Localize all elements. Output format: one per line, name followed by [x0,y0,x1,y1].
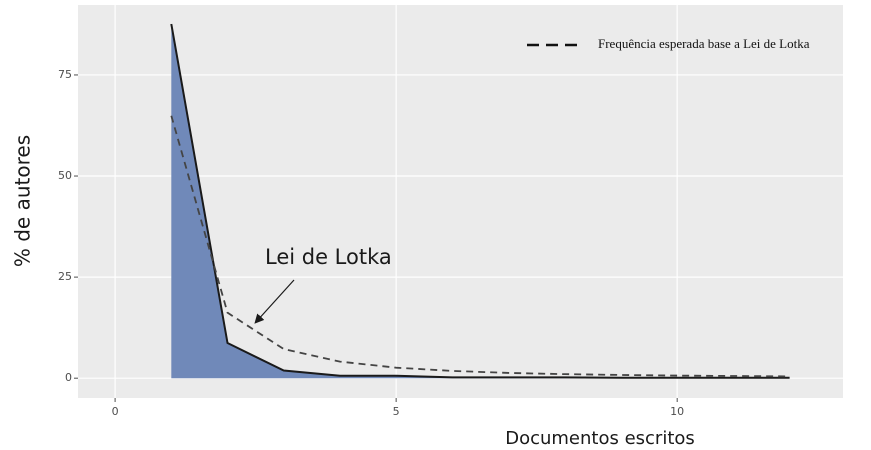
x-tick-label: 5 [393,405,400,418]
expected-line [170,115,790,378]
y-tick-label: 25 [58,270,72,283]
x-tick-label: 10 [670,405,684,418]
y-tick-label: 75 [58,68,72,81]
annotation: Lei de Lotka [265,245,392,269]
y-axis-label: % de autores [11,135,35,267]
annotation-arrow [254,279,295,324]
observed-line [170,23,790,379]
y-tick-label: 50 [58,169,72,182]
legend-label: Frequência esperada base a Lei de Lotka [598,36,810,51]
x-axis-label: Documentos escritos [505,428,695,449]
x-tick-label: 0 [112,405,119,418]
y-tick-label: 0 [65,371,72,384]
